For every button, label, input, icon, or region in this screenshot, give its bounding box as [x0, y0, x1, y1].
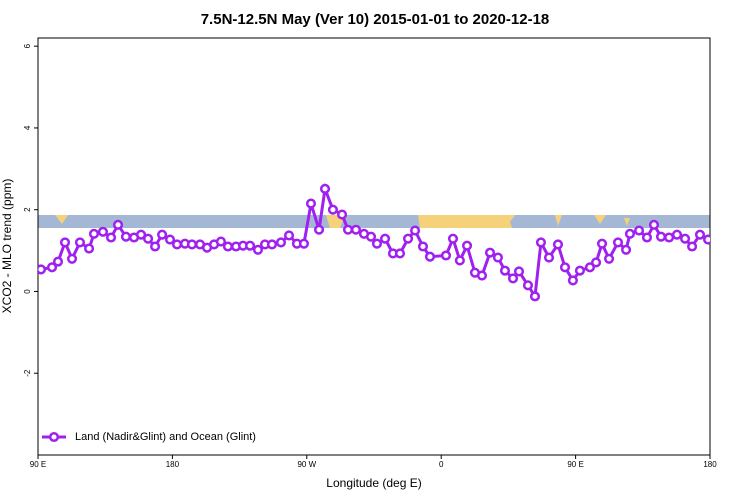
x-tick-label: 0 — [439, 460, 444, 469]
point — [266, 239, 278, 250]
y-axis-title: XCO2 - MLO trend (ppm) — [0, 179, 14, 314]
point — [112, 219, 124, 230]
point — [350, 224, 361, 235]
point — [522, 280, 534, 291]
point — [703, 234, 710, 245]
point — [394, 248, 406, 259]
point — [680, 233, 691, 244]
point — [275, 237, 287, 248]
point — [410, 225, 421, 236]
point — [46, 262, 58, 273]
point — [621, 244, 632, 255]
point — [313, 224, 325, 235]
point — [371, 238, 383, 249]
point — [424, 251, 436, 262]
plot-frame — [37, 37, 711, 456]
x-tick-label: 90 W — [297, 460, 316, 469]
x-axis-title: Longitude (deg E) — [326, 476, 421, 490]
point — [655, 231, 667, 242]
point — [454, 255, 465, 266]
point — [648, 219, 660, 230]
y-tick-label: 0 — [23, 289, 32, 294]
point — [157, 229, 168, 240]
point — [529, 291, 541, 302]
point — [135, 229, 147, 240]
point — [150, 241, 161, 252]
point — [342, 224, 354, 235]
point — [66, 253, 78, 264]
point — [417, 241, 429, 252]
point — [476, 270, 488, 281]
point — [492, 252, 503, 263]
point — [84, 243, 95, 254]
point — [215, 236, 226, 247]
x-tick-label: 90 E — [30, 460, 46, 469]
point — [694, 229, 706, 240]
point — [252, 244, 264, 255]
point — [380, 233, 391, 244]
y-tick-label: -2 — [23, 369, 32, 377]
point — [484, 247, 496, 258]
point — [319, 183, 331, 194]
point — [559, 262, 571, 273]
chart-title: 7.5N-12.5N May (Ver 10) 2015-01-01 to 20… — [201, 11, 550, 28]
point — [461, 240, 473, 251]
legend-marker — [48, 431, 60, 443]
point — [584, 262, 595, 273]
legend-label: Land (Nadir&Glint) and Ocean (Glint) — [75, 431, 256, 443]
point — [186, 239, 198, 250]
point — [671, 229, 683, 240]
plot — [38, 182, 710, 302]
point — [365, 231, 377, 242]
point — [38, 264, 47, 275]
map-strip — [38, 215, 710, 228]
point — [171, 239, 183, 250]
point — [283, 230, 295, 241]
point — [624, 228, 636, 239]
point — [574, 265, 585, 276]
point — [687, 241, 698, 252]
point — [298, 238, 310, 249]
point — [552, 239, 564, 250]
point — [513, 266, 525, 277]
y-tick-label: 6 — [23, 43, 32, 48]
point — [222, 241, 234, 252]
point — [664, 232, 675, 243]
point — [336, 209, 348, 220]
x-tick-label: 180 — [166, 460, 180, 469]
point — [634, 225, 645, 236]
point — [105, 232, 117, 243]
x-tick-label: 90 E — [567, 460, 583, 469]
point — [88, 228, 100, 239]
point — [535, 237, 547, 248]
point — [543, 252, 555, 263]
point — [567, 275, 578, 286]
point — [612, 237, 624, 248]
point — [402, 233, 414, 244]
point — [499, 265, 511, 276]
y-tick-label: 4 — [23, 125, 32, 130]
point — [447, 233, 459, 244]
point — [74, 237, 86, 248]
point — [120, 231, 132, 242]
point — [641, 232, 653, 243]
point — [440, 250, 452, 261]
point — [164, 234, 176, 245]
point — [52, 256, 64, 267]
y-tick-label: 2 — [23, 207, 32, 212]
point — [245, 240, 256, 251]
point — [143, 233, 154, 244]
point — [604, 253, 615, 264]
point — [507, 273, 519, 284]
point — [327, 204, 338, 215]
point — [97, 226, 109, 237]
point — [59, 237, 71, 248]
x-tick-label: 180 — [703, 460, 717, 469]
point — [305, 198, 317, 209]
point — [591, 257, 602, 268]
point — [596, 238, 608, 249]
